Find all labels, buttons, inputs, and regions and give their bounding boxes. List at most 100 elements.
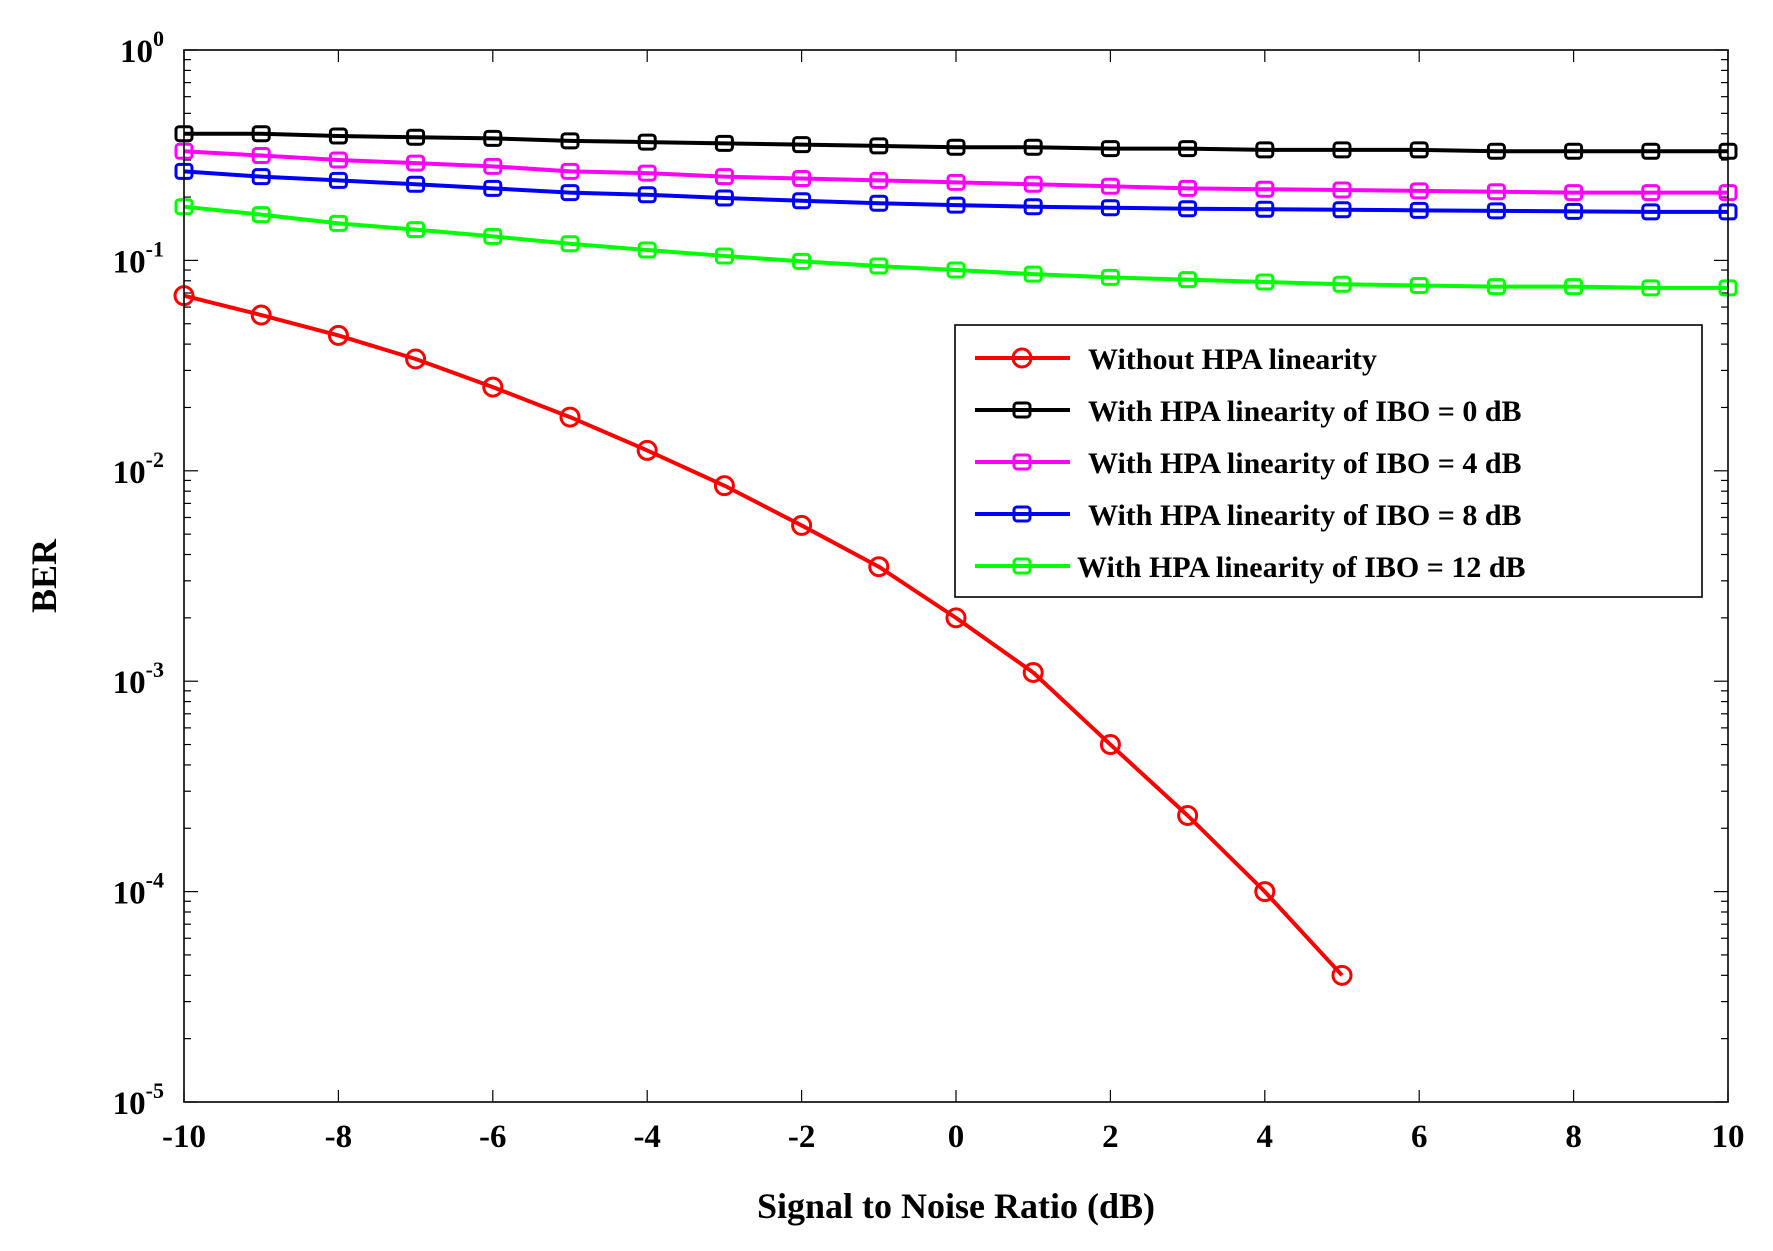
x-tick-labels: -10 -8 -6 -4 -2 0 2 4 6 8 10 [162, 1119, 1745, 1155]
data-point-square [1564, 184, 1584, 202]
data-point-square [1409, 182, 1429, 200]
data-point-square [1178, 200, 1198, 218]
x-tick-label: 10 [1712, 1119, 1745, 1155]
data-point-square [1332, 141, 1352, 159]
x-tick-label: -4 [633, 1119, 661, 1155]
data-point-circle [636, 439, 658, 461]
data-point-square [946, 138, 966, 156]
data-point-square [328, 214, 348, 232]
x-tick-label: 4 [1257, 1119, 1274, 1155]
x-tick-label: -8 [325, 1119, 353, 1155]
data-point-square [1332, 181, 1352, 199]
data-point-square [1332, 275, 1352, 293]
x-tick-label: 6 [1411, 1119, 1428, 1155]
data-point-square [1564, 142, 1584, 160]
series-line [183, 293, 1344, 977]
legend-label: Without HPA linearity [1088, 343, 1377, 376]
data-point-circle [250, 304, 272, 326]
data-point-square [1255, 180, 1275, 198]
y-tick-label: 10-3 [113, 657, 164, 701]
data-point-square [1332, 201, 1352, 219]
y-axis-title: BER [24, 538, 64, 613]
data-point-square [637, 164, 657, 182]
data-point-square [1255, 273, 1275, 291]
data-point-circle [868, 556, 890, 578]
y-tick-label: 10-5 [113, 1078, 164, 1122]
data-point-square [483, 157, 503, 175]
legend-box [954, 324, 1703, 598]
data-point-square [714, 189, 734, 207]
data-point-square [637, 241, 657, 259]
series-group [174, 142, 1738, 202]
data-point-square [637, 133, 657, 151]
data-point-square [328, 171, 348, 189]
plot-frame [183, 49, 1729, 1103]
x-axis-title: Signal to Noise Ratio (dB) [757, 1186, 1155, 1226]
data-point-square [1100, 268, 1120, 286]
legend-marker [1012, 505, 1032, 523]
data-point-square [560, 132, 580, 150]
series-line [183, 149, 1728, 195]
data-point-square [1100, 199, 1120, 217]
data-point-square [1486, 202, 1506, 220]
data-point-square [1023, 198, 1043, 216]
data-point-square [1409, 201, 1429, 219]
data-point-square [1409, 141, 1429, 159]
data-point-circle [791, 514, 813, 536]
data-point-circle [1099, 734, 1121, 756]
series-line [183, 169, 1728, 214]
data-point-square [1023, 175, 1043, 193]
x-tick-label: -10 [162, 1119, 206, 1155]
x-tick-label: 2 [1102, 1119, 1119, 1155]
y-tick-label: 10-2 [113, 447, 164, 491]
legend-label: With HPA linearity of IBO = 12 dB [1077, 551, 1526, 584]
legend-marker [1012, 401, 1032, 419]
data-point-square [1641, 279, 1661, 297]
data-point-circle [1254, 881, 1276, 903]
data-point-square [1255, 141, 1275, 159]
data-point-square [946, 173, 966, 191]
legend-label: With HPA linearity of IBO = 4 dB [1088, 447, 1522, 480]
legend: Without HPA linearity With HPA linearity … [954, 324, 1703, 598]
data-point-square [1023, 138, 1043, 156]
x-tick-label: -2 [788, 1119, 816, 1155]
data-point-square [792, 192, 812, 210]
data-point-square [946, 261, 966, 279]
series-group [174, 125, 1738, 160]
data-point-square [1486, 278, 1506, 296]
series-group [174, 198, 1738, 297]
data-point-circle [1331, 964, 1353, 986]
data-point-square [869, 194, 889, 212]
y-tick-label: 10-4 [113, 868, 164, 912]
data-point-square [406, 128, 426, 146]
data-point-square [1641, 184, 1661, 202]
x-tick-label: -6 [479, 1119, 507, 1155]
data-point-square [251, 125, 271, 143]
data-point-square [251, 206, 271, 224]
data-point-square [792, 136, 812, 154]
data-point-circle [559, 406, 581, 428]
data-point-square [1178, 179, 1198, 197]
legend-marker [1011, 347, 1033, 369]
data-point-square [1486, 142, 1506, 160]
data-point-square [560, 162, 580, 180]
data-point-circle [945, 607, 967, 629]
data-point-square [406, 175, 426, 193]
data-point-circle [1177, 804, 1199, 826]
data-point-square [1100, 177, 1120, 195]
legend-marker [1012, 557, 1032, 575]
data-point-square [792, 252, 812, 270]
data-point-square [406, 221, 426, 239]
data-point-square [1023, 265, 1043, 283]
data-point-square [560, 235, 580, 253]
series-line [183, 204, 1728, 290]
data-point-square [714, 168, 734, 186]
data-point-square [1409, 276, 1429, 294]
series-layer [173, 125, 1738, 986]
data-point-square [328, 127, 348, 145]
legend-marker [1012, 453, 1032, 471]
data-point-circle [482, 376, 504, 398]
data-point-square [483, 129, 503, 147]
data-point-square [1564, 202, 1584, 220]
